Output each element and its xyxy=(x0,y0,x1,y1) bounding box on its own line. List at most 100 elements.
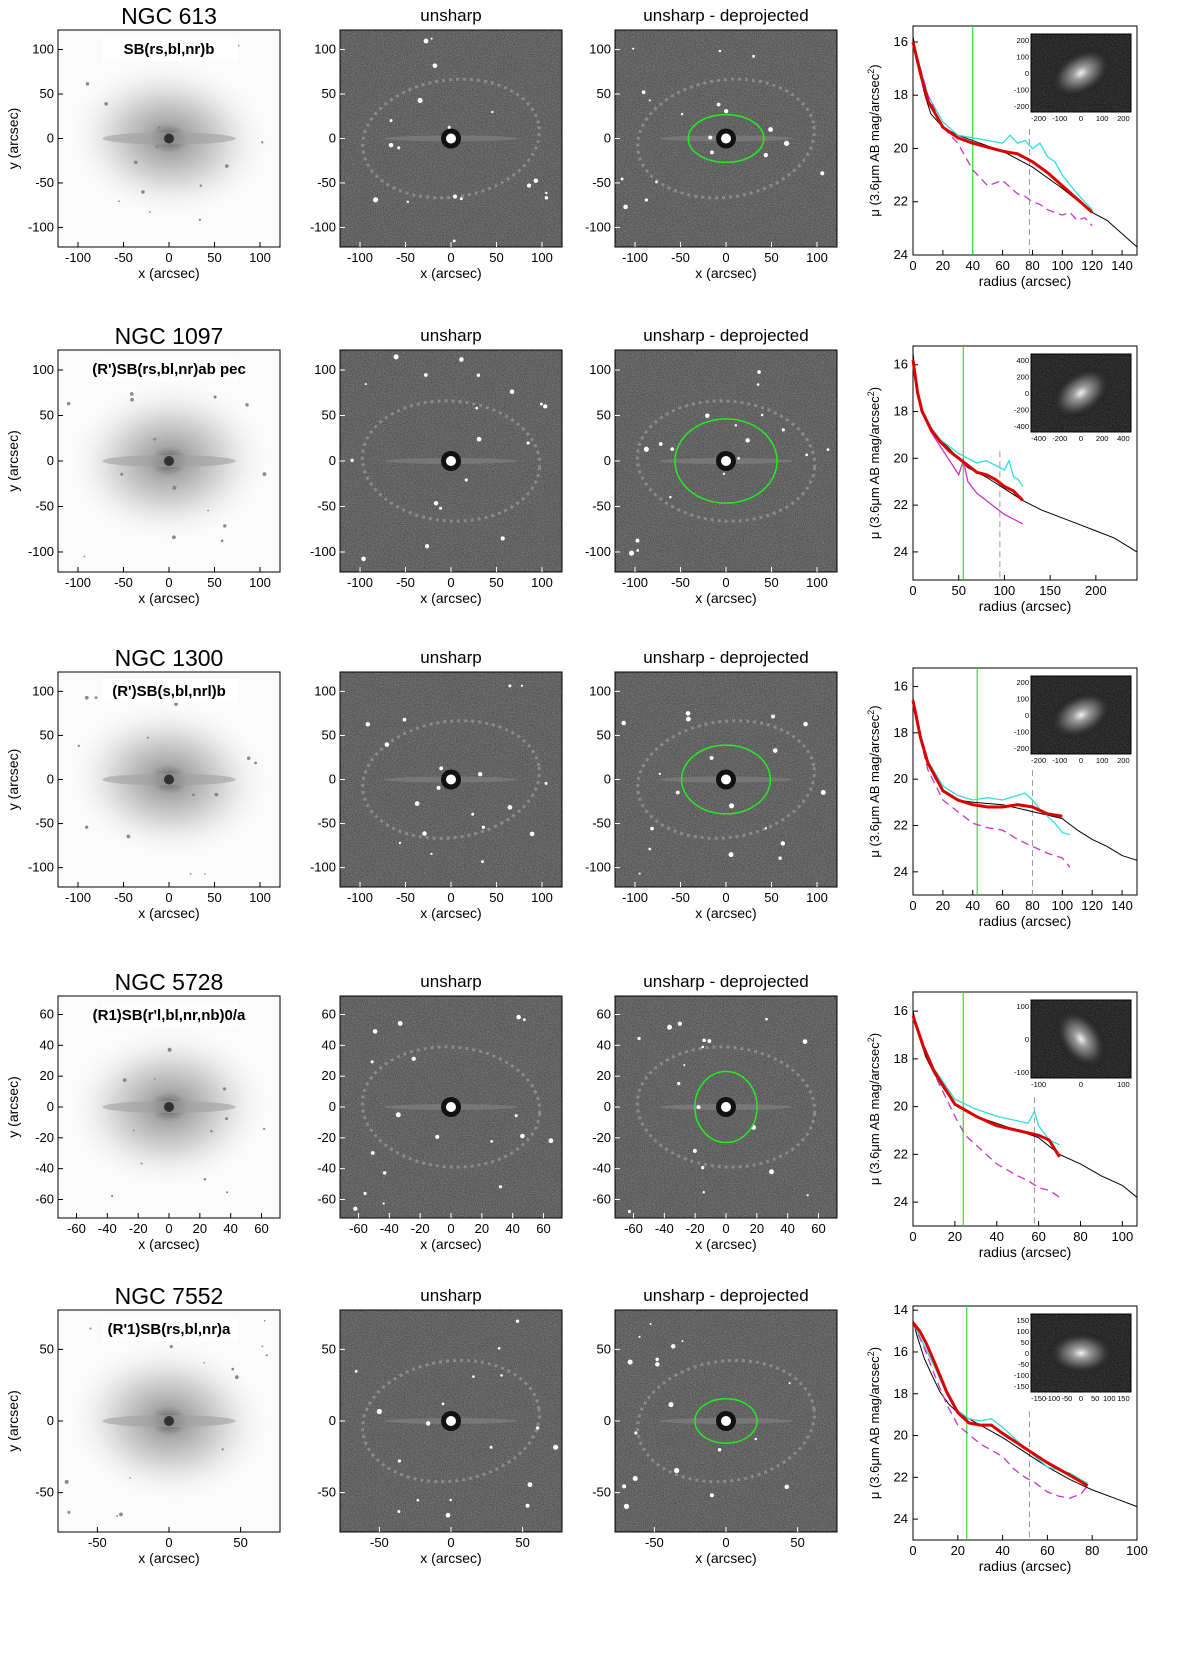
inset-frame xyxy=(1030,1313,1132,1393)
star-dot xyxy=(433,500,439,506)
star-dot xyxy=(508,684,512,688)
star-dot xyxy=(221,1448,224,1451)
star-dot xyxy=(476,436,482,442)
star-dot xyxy=(728,803,735,809)
x-tick-label: 50 xyxy=(233,1535,247,1550)
x-tick-label: 0 xyxy=(447,575,454,590)
panel-title: unsharp xyxy=(420,648,481,667)
star-dot xyxy=(395,1112,401,1118)
x-tick-label: 20 xyxy=(193,1221,207,1236)
inset-x-tick-label: 100 xyxy=(1096,114,1109,123)
y-tick-label: -50 xyxy=(35,816,54,831)
x-tick-label: 60 xyxy=(536,1221,550,1236)
y-label-main: μ (3.6μm AB mag/arcsec xyxy=(867,714,882,857)
spiral-arm-ring xyxy=(635,1045,817,1169)
y-tick-label: 18 xyxy=(894,1051,908,1066)
star-dot xyxy=(153,437,157,441)
x-tick-label: -50 xyxy=(114,575,133,590)
y-tick-label: 0 xyxy=(47,131,54,146)
x-axis-label: radius (arcsec) xyxy=(979,1558,1072,1574)
y-tick-label: 100 xyxy=(32,42,54,57)
inset-y-tick-label: 100 xyxy=(1016,1002,1029,1011)
classification-background xyxy=(102,37,238,61)
star-dot xyxy=(430,37,433,40)
star-dot xyxy=(397,146,401,150)
inset-x-tick-label: -200 xyxy=(1031,756,1046,765)
spiral-arm-ring xyxy=(360,399,542,523)
inset-y-tick-label: 200 xyxy=(1016,678,1029,687)
star-dot xyxy=(388,142,394,148)
star-dot xyxy=(722,472,726,475)
x-tick-label: -100 xyxy=(347,250,373,265)
inset-y-tick-label: 0 xyxy=(1025,69,1029,78)
star-dot xyxy=(132,1129,135,1132)
x-tick-label: 80 xyxy=(1085,1543,1099,1558)
inset-x-tick-label: 50 xyxy=(1091,1394,1099,1403)
y-tick-label: 20 xyxy=(322,1068,336,1083)
star-dot xyxy=(783,140,790,146)
y-tick-label: 0 xyxy=(329,453,336,468)
star-dot xyxy=(94,696,98,700)
y-tick-label: 50 xyxy=(597,727,611,742)
classification-label: SB(rs,bl,nr)b xyxy=(124,41,215,58)
unsharp-deprojected-panel: -100 -50 0 50 100 100 50 0 -50 -100 unsharp - depr… xyxy=(585,6,838,281)
x-axis-label: radius (arcsec) xyxy=(979,598,1072,614)
x-tick-label: 60 xyxy=(1031,1229,1045,1244)
star-dot xyxy=(500,1374,503,1377)
x-tick-label: 100 xyxy=(806,575,828,590)
y-tick-label: 20 xyxy=(894,1099,908,1114)
inset-y-tick-label: 100 xyxy=(1016,1327,1029,1336)
spiral-arm-ring xyxy=(361,719,541,840)
y-tick-label: 24 xyxy=(894,864,908,879)
panel-title: unsharp xyxy=(420,972,481,991)
x-tick-label: 50 xyxy=(207,890,221,905)
star-dot xyxy=(520,1133,525,1139)
star-dot xyxy=(623,204,628,210)
x-axis-label: x (arcsec) xyxy=(695,265,756,281)
star-dot xyxy=(675,790,680,795)
star-dot xyxy=(628,550,635,556)
star-dot xyxy=(425,1421,431,1426)
star-dot xyxy=(623,1503,630,1509)
y-tick-label: -50 xyxy=(317,816,336,831)
y-label-close: ) xyxy=(867,64,882,68)
y-tick-label: 18 xyxy=(894,87,908,102)
star-dot xyxy=(622,1484,627,1489)
x-tick-label: -40 xyxy=(380,1221,399,1236)
x-tick-label: 50 xyxy=(951,583,965,598)
star-dot xyxy=(507,804,513,810)
star-dot xyxy=(655,1357,659,1362)
x-tick-label: 0 xyxy=(909,898,916,913)
x-axis-label: x (arcsec) xyxy=(420,1550,481,1566)
star-dot xyxy=(263,1319,266,1322)
y-label-main: μ (3.6μm AB mag/arcsec xyxy=(867,1042,882,1185)
y-axis-label: y (arcsec) xyxy=(5,1076,21,1137)
x-tick-label: -60 xyxy=(624,1221,643,1236)
y-tick-label: 22 xyxy=(894,1146,908,1161)
x-tick-label: 200 xyxy=(1085,583,1107,598)
x-tick-label: -60 xyxy=(349,1221,368,1236)
y-label-main: μ (3.6μm AB mag/arcsec xyxy=(867,1356,882,1499)
star-dot xyxy=(490,1139,494,1143)
star-dot xyxy=(520,684,523,687)
star-dot xyxy=(213,395,217,399)
star-dot xyxy=(677,1021,683,1026)
x-tick-label: -50 xyxy=(370,1535,389,1550)
galaxy-image-panel: -100 -50 0 50 100 100 50 0 -50 -100 NGC 613 SB(rs,b… xyxy=(5,3,281,281)
nucleus-core xyxy=(446,456,456,466)
star-dot xyxy=(515,1319,520,1323)
star-dot xyxy=(475,406,479,410)
inset-x-tick-label: 200 xyxy=(1117,114,1130,123)
star-dot xyxy=(708,135,713,140)
star-dot xyxy=(119,1512,123,1517)
star-dot xyxy=(439,766,444,771)
panel-title: unsharp - deprojected xyxy=(643,6,808,25)
profile-bar-line xyxy=(911,1321,1089,1487)
y-tick-label: 50 xyxy=(322,727,336,742)
star-dot xyxy=(702,1038,706,1043)
y-axis-label: y (arcsec) xyxy=(5,749,21,810)
star-dot xyxy=(692,1148,697,1153)
star-dot xyxy=(472,1375,475,1378)
star-dot xyxy=(498,1185,503,1189)
star-dot xyxy=(529,831,535,837)
